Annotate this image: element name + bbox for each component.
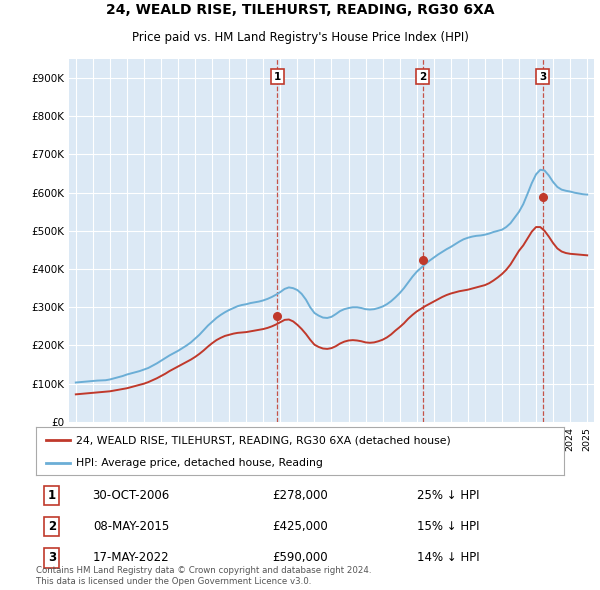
Text: £590,000: £590,000 <box>272 551 328 564</box>
Text: Contains HM Land Registry data © Crown copyright and database right 2024.
This d: Contains HM Land Registry data © Crown c… <box>36 566 371 586</box>
Text: 2: 2 <box>48 520 56 533</box>
Text: Price paid vs. HM Land Registry's House Price Index (HPI): Price paid vs. HM Land Registry's House … <box>131 31 469 44</box>
Text: 3: 3 <box>539 72 546 81</box>
Text: 3: 3 <box>48 551 56 564</box>
Text: HPI: Average price, detached house, Reading: HPI: Average price, detached house, Read… <box>76 458 322 468</box>
Text: 2: 2 <box>419 72 427 81</box>
Text: 14% ↓ HPI: 14% ↓ HPI <box>416 551 479 564</box>
Text: 25% ↓ HPI: 25% ↓ HPI <box>416 489 479 502</box>
Text: 1: 1 <box>274 72 281 81</box>
Text: 15% ↓ HPI: 15% ↓ HPI <box>416 520 479 533</box>
Text: 17-MAY-2022: 17-MAY-2022 <box>93 551 169 564</box>
Text: 30-OCT-2006: 30-OCT-2006 <box>92 489 170 502</box>
Text: 1: 1 <box>48 489 56 502</box>
Text: £425,000: £425,000 <box>272 520 328 533</box>
Text: 08-MAY-2015: 08-MAY-2015 <box>93 520 169 533</box>
Text: £278,000: £278,000 <box>272 489 328 502</box>
Text: 24, WEALD RISE, TILEHURST, READING, RG30 6XA (detached house): 24, WEALD RISE, TILEHURST, READING, RG30… <box>76 435 451 445</box>
Text: 24, WEALD RISE, TILEHURST, READING, RG30 6XA: 24, WEALD RISE, TILEHURST, READING, RG30… <box>106 3 494 17</box>
